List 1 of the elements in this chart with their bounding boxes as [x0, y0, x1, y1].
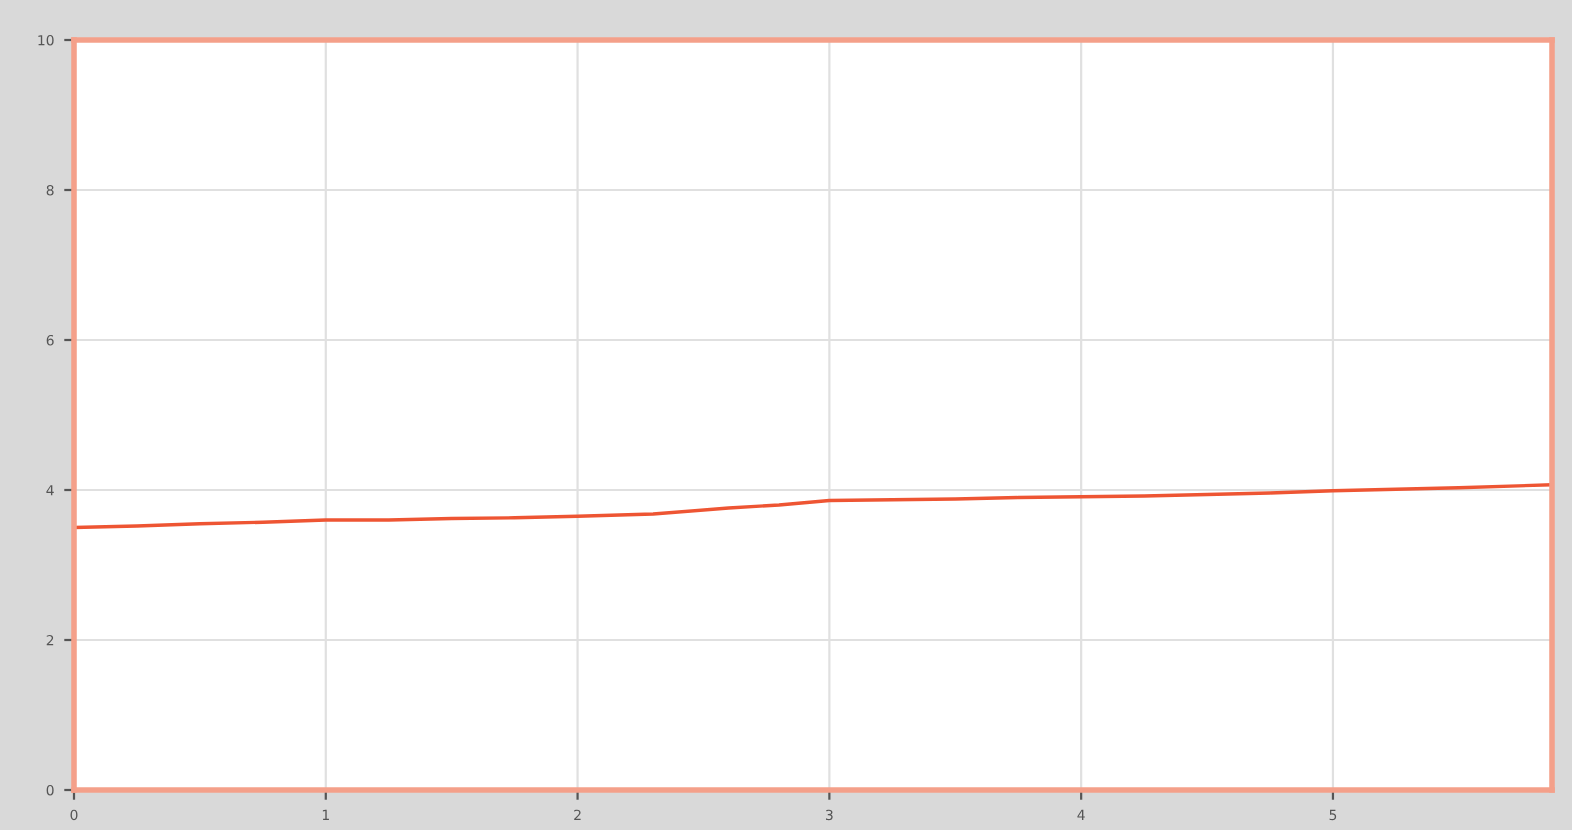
- line-series: [74, 483, 1552, 530]
